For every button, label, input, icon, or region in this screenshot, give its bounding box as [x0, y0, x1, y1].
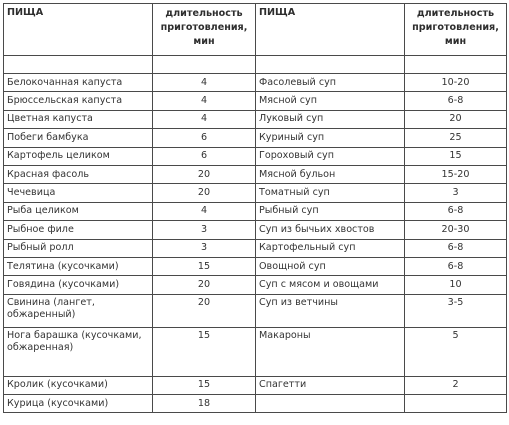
food-name-right: Спагетти: [255, 375, 405, 396]
cook-time-left: 6: [152, 146, 256, 166]
food-header-left: ПИЩА: [3, 3, 153, 56]
cook-time-right: 6-8: [404, 91, 507, 111]
table-row: Телятина (кусочками) 15 Овощной суп 6-8: [3, 256, 507, 277]
food-name-right: Картофельный суп: [255, 238, 405, 258]
table-row: Картофель целиком 6 Гороховый суп 15: [3, 146, 507, 166]
table-row: Брюссельская капуста 4 Мясной суп 6-8: [3, 91, 507, 111]
food-name-right: Суп из ветчины: [255, 293, 405, 328]
table-row: Рыбное филе 3 Суп из бычьих хвостов 20-30: [3, 220, 507, 240]
food-name-right: Суп из бычьих хвостов: [255, 220, 405, 240]
food-name-right: Гороховый суп: [255, 146, 405, 166]
cook-time-left: 4: [152, 72, 256, 93]
food-name-left: Рыба целиком: [3, 201, 153, 222]
cook-time-left: 4: [152, 109, 256, 130]
spacer-cell: [3, 55, 153, 74]
food-name-right: Макароны: [255, 326, 405, 377]
table-row: Рыбный ролл 3 Картофельный суп 6-8: [3, 238, 507, 258]
spacer-cell: [152, 55, 256, 74]
food-name-left: Белокочанная капуста: [3, 72, 153, 93]
cook-time-left: 4: [152, 91, 256, 111]
food-name-right: Куриный суп: [255, 128, 405, 148]
duration-header-left: длительность приготовления, мин: [152, 3, 256, 56]
cook-time-right: 5: [404, 326, 507, 377]
food-name-left: Говядина (кусочками): [3, 275, 153, 295]
food-name-right: Мясной бульон: [255, 164, 405, 185]
food-name-left: Брюссельская капуста: [3, 91, 153, 111]
table-row: Нога барашка (кусочками, обжаренная) 15 Ма…: [3, 326, 507, 377]
cook-time-right: 25: [404, 128, 507, 148]
cook-time-left: 15: [152, 375, 256, 396]
food-name-left: Чечевица: [3, 183, 153, 203]
food-name-left: Красная фасоль: [3, 164, 153, 185]
cooking-time-table: ПИЩА длительность приготовления, мин ПИЩ…: [3, 3, 507, 414]
table-row: Цветная капуста 4 Луковый суп 20: [3, 109, 507, 130]
cook-time-left: 4: [152, 201, 256, 222]
cook-time-right: [404, 394, 507, 414]
food-name-left: Рыбный ролл: [3, 238, 153, 258]
food-name-left: Кролик (кусочками): [3, 375, 153, 396]
cook-time-right: 15: [404, 146, 507, 166]
cook-time-right: 2: [404, 375, 507, 396]
table-row: Побеги бамбука 6 Куриный суп 25: [3, 128, 507, 148]
table-row: Красная фасоль 20 Мясной бульон 15-20: [3, 164, 507, 185]
food-header-right: ПИЩА: [255, 3, 405, 56]
food-name-right: [255, 394, 405, 414]
table-row: Кролик (кусочками) 15 Спагетти 2: [3, 375, 507, 396]
cook-time-left: 20: [152, 275, 256, 295]
cook-time-right: 3-5: [404, 293, 507, 328]
cook-time-right: 3: [404, 183, 507, 203]
cook-time-right: 6-8: [404, 238, 507, 258]
food-name-right: Рыбный суп: [255, 201, 405, 222]
header-row: ПИЩА длительность приготовления, мин ПИЩ…: [3, 3, 507, 56]
cook-time-right: 10: [404, 275, 507, 295]
food-name-right: Фасолевый суп: [255, 72, 405, 93]
food-name-left: Побеги бамбука: [3, 128, 153, 148]
cook-time-left: 6: [152, 128, 256, 148]
food-name-left: Рыбное филе: [3, 220, 153, 240]
food-name-left: Телятина (кусочками): [3, 256, 153, 277]
cook-time-left: 3: [152, 238, 256, 258]
spacer-cell: [404, 55, 507, 74]
table-row: Чечевица 20 Томатный суп 3: [3, 183, 507, 203]
duration-header-right: длительность приготовления, мин: [404, 3, 507, 56]
food-name-right: Томатный суп: [255, 183, 405, 203]
cook-time-right: 20-30: [404, 220, 507, 240]
food-name-right: Овощной суп: [255, 256, 405, 277]
spacer-row: [3, 55, 507, 74]
spacer-cell: [255, 55, 405, 74]
table-row: Говядина (кусочками) 20 Суп с мясом и овощ…: [3, 275, 507, 295]
food-name-left: Нога барашка (кусочками, обжаренная): [3, 326, 153, 377]
food-name-left: Курица (кусочками): [3, 394, 153, 414]
food-name-left: Картофель целиком: [3, 146, 153, 166]
cook-time-left: 15: [152, 326, 256, 377]
cook-time-left: 3: [152, 220, 256, 240]
cook-time-right: 15-20: [404, 164, 507, 185]
cook-time-left: 20: [152, 183, 256, 203]
cook-time-left: 20: [152, 164, 256, 185]
food-name-right: Суп с мясом и овощами: [255, 275, 405, 295]
food-name-right: Мясной суп: [255, 91, 405, 111]
cook-time-right: 6-8: [404, 201, 507, 222]
cook-time-right: 10-20: [404, 72, 507, 93]
table-row: Курица (кусочками) 18: [3, 394, 507, 414]
table-row: Белокочанная капуста 4 Фасолевый суп 10-20: [3, 72, 507, 93]
food-name-left: Свинина (лангет, обжаренный): [3, 293, 153, 328]
cook-time-right: 20: [404, 109, 507, 130]
cook-time-left: 18: [152, 394, 256, 414]
table-row: Свинина (лангет, обжаренный) 20 Суп из вет…: [3, 293, 507, 328]
food-name-right: Луковый суп: [255, 109, 405, 130]
cook-time-right: 6-8: [404, 256, 507, 277]
cook-time-left: 20: [152, 293, 256, 328]
cook-time-left: 15: [152, 256, 256, 277]
food-name-left: Цветная капуста: [3, 109, 153, 130]
table-row: Рыба целиком 4 Рыбный суп 6-8: [3, 201, 507, 222]
